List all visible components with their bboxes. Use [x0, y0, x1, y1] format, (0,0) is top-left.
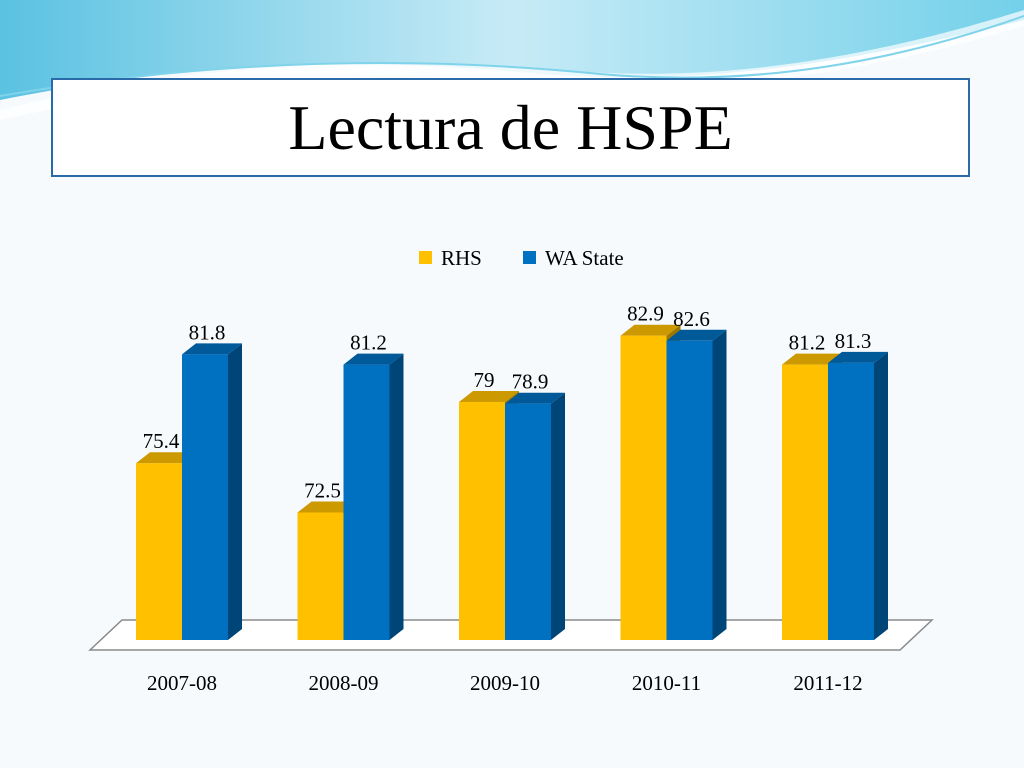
x-tick-label: 2009-10: [470, 671, 540, 695]
bar-wa-state-2011-12: [828, 351, 888, 640]
data-label: 78.9: [512, 370, 549, 394]
legend-item-rhs: RHS: [419, 246, 482, 270]
legend-swatch: [523, 251, 536, 264]
legend-item-wa-state: WA State: [523, 246, 624, 270]
bar-wa-state-2009-10: [505, 392, 565, 640]
legend-swatch: [419, 251, 432, 264]
data-label: 82.9: [627, 302, 664, 326]
top-wave-highlight: [0, 10, 1024, 120]
data-label: 79: [474, 368, 495, 392]
data-label: 82.6: [673, 307, 710, 331]
legend-label: WA State: [545, 246, 624, 270]
x-tick-label: 2008-09: [309, 671, 379, 695]
title-box: Lectura de HSPE: [51, 78, 970, 177]
bar-wa-state-2007-08: [182, 343, 242, 640]
x-tick-label: 2011-12: [793, 671, 862, 695]
bar-wa-state-2010-11: [666, 329, 727, 640]
legend-label: RHS: [441, 246, 482, 270]
data-label: 75.4: [143, 429, 180, 453]
data-label: 81.8: [189, 320, 226, 344]
top-wave-line: [0, 15, 1024, 97]
bar-wa-state-2008-09: [343, 353, 404, 640]
data-label: 81.2: [350, 331, 387, 355]
data-label: 81.2: [789, 331, 826, 355]
top-wave-band: [0, 0, 1024, 100]
data-label: 81.3: [835, 329, 872, 353]
slide-title: Lectura de HSPE: [288, 91, 733, 163]
data-label: 72.5: [304, 479, 341, 503]
x-tick-label: 2007-08: [147, 671, 217, 695]
x-tick-label: 2010-11: [632, 671, 701, 695]
